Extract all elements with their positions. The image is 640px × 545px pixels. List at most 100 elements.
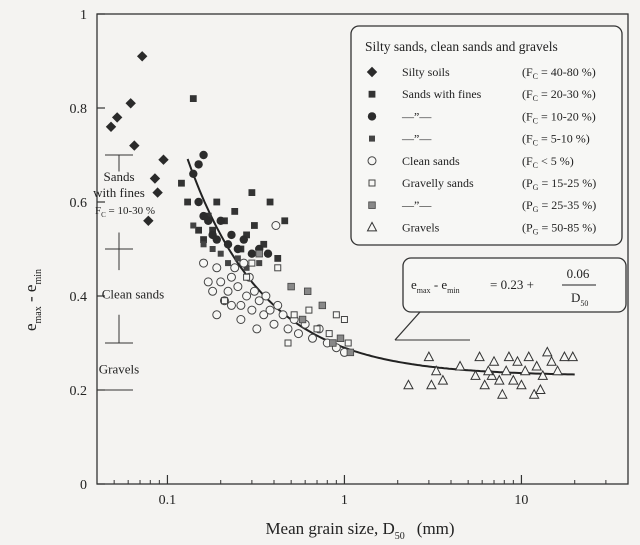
- point-circle-filled: [247, 249, 257, 258]
- legend-range: (FC = 5-10 %): [522, 132, 590, 148]
- point-circle-open: [247, 305, 257, 315]
- point-circle-open: [283, 324, 293, 334]
- point-square-open: [313, 325, 321, 333]
- point-square-gray: [298, 315, 307, 324]
- point-circle-open: [236, 315, 246, 324]
- legend-label: —”—: [401, 132, 432, 146]
- equation-leader: [394, 311, 421, 341]
- point-triangle-open: [403, 379, 414, 390]
- point-triangle-open: [482, 365, 494, 376]
- equation-box: emax - emin = 0.23 + 0.06 D50: [394, 257, 627, 341]
- point-triangle-open: [523, 351, 535, 362]
- equation-frame: [402, 257, 627, 313]
- point-triangle-open: [479, 379, 491, 390]
- point-circle-filled: [227, 230, 236, 240]
- point-triangle-open: [537, 369, 549, 380]
- point-square-open: [344, 339, 352, 347]
- point-square-open: [243, 273, 251, 281]
- x-axis-label: Mean grain size, D50 (mm): [265, 519, 454, 542]
- point-triangle-open: [493, 374, 505, 385]
- point-square-open: [305, 306, 313, 314]
- point-circle-filled: [223, 240, 233, 249]
- legend-label: Silty soils: [402, 65, 450, 79]
- point-circle-open: [226, 300, 236, 310]
- point-circle-filled: [212, 235, 221, 244]
- y-tick-label: 0.8: [70, 102, 88, 117]
- point-circle-open: [230, 263, 240, 273]
- point-triangle-open: [500, 365, 512, 376]
- point-diamond-filled: [366, 66, 378, 78]
- point-triangle-open: [546, 355, 557, 366]
- point-circle-open: [226, 272, 236, 282]
- legend-box: [350, 25, 623, 246]
- fit-curve: [186, 158, 575, 376]
- y-tick-label: 0.2: [70, 384, 88, 399]
- point-triangle-open: [519, 365, 531, 376]
- point-triangle-open: [423, 351, 435, 362]
- legend-range: (PG = 15-25 %): [522, 176, 596, 192]
- point-triangle-open: [503, 351, 515, 362]
- equation-eq: = 0.23 +: [490, 277, 534, 292]
- point-square-gray: [318, 301, 327, 310]
- point-circle-open: [208, 286, 218, 296]
- point-circle-open: [223, 286, 233, 296]
- range-label-fc: FC = 10-30 %: [95, 205, 155, 219]
- range-label-sands-fines: Sands: [103, 169, 134, 184]
- point-square-filled-small: [225, 260, 232, 267]
- x-tick-label: 10: [514, 493, 528, 508]
- point-square-filled: [266, 198, 274, 206]
- point-circle-open: [236, 300, 246, 310]
- point-triangle-open: [531, 360, 543, 371]
- point-circle-open: [269, 319, 279, 329]
- point-square-open: [325, 330, 333, 338]
- point-circle-open: [216, 277, 226, 287]
- point-diamond-filled: [136, 51, 148, 62]
- point-square-filled: [248, 189, 256, 196]
- point-triangle-open: [366, 221, 378, 232]
- point-circle-filled: [239, 235, 248, 244]
- point-triangle-open: [559, 351, 570, 362]
- point-circle-filled: [216, 216, 225, 225]
- point-circle-open: [203, 277, 213, 287]
- point-circle-filled: [194, 160, 203, 169]
- point-square-gray: [255, 249, 263, 258]
- point-square-gray: [329, 339, 337, 347]
- legend-title: Silty sands, clean sands and gravels: [365, 39, 558, 54]
- legend-range: (FC = 10-20 %): [522, 109, 596, 125]
- point-square-filled: [243, 231, 250, 239]
- equation-numerator: 0.06: [567, 266, 590, 281]
- y-tick-label: 1: [80, 8, 87, 23]
- legend-range: (FC < 5 %): [522, 154, 574, 170]
- point-triangle-open: [516, 379, 527, 390]
- point-triangle-open: [535, 383, 546, 394]
- point-circle-filled: [199, 150, 208, 160]
- point-diamond-filled: [105, 121, 117, 132]
- x-tick-label: 0.1: [159, 493, 177, 508]
- point-square-filled: [251, 222, 258, 229]
- point-triangle-open: [497, 388, 508, 399]
- point-square-gray: [336, 334, 345, 342]
- point-triangle-open: [567, 351, 579, 362]
- legend-label: Sands with fines: [402, 87, 482, 101]
- point-circle-open: [252, 324, 262, 334]
- axis-ticks: 0 0.2 0.4 0.6 0.8 1 0.1 1 10: [70, 8, 607, 508]
- point-square-filled-small: [209, 246, 216, 252]
- point-square-filled: [178, 179, 185, 187]
- y-tick-label: 0.6: [70, 196, 88, 211]
- point-square-filled-small: [256, 260, 263, 267]
- point-square-open: [284, 339, 292, 347]
- point-circle-open: [278, 310, 288, 320]
- point-circle-open: [367, 156, 377, 166]
- point-square-filled: [213, 198, 221, 206]
- point-triangle-open: [470, 369, 481, 380]
- point-square-filled: [204, 212, 212, 220]
- point-square-open: [340, 316, 348, 323]
- range-label-clean-sands: Clean sands: [102, 286, 164, 301]
- point-square-open: [220, 297, 228, 305]
- point-circle-open: [265, 305, 275, 315]
- equation-denominator: D50: [571, 290, 588, 308]
- point-circle-filled: [233, 244, 243, 254]
- point-square-filled-small: [369, 135, 375, 142]
- point-diamond-filled: [143, 215, 154, 226]
